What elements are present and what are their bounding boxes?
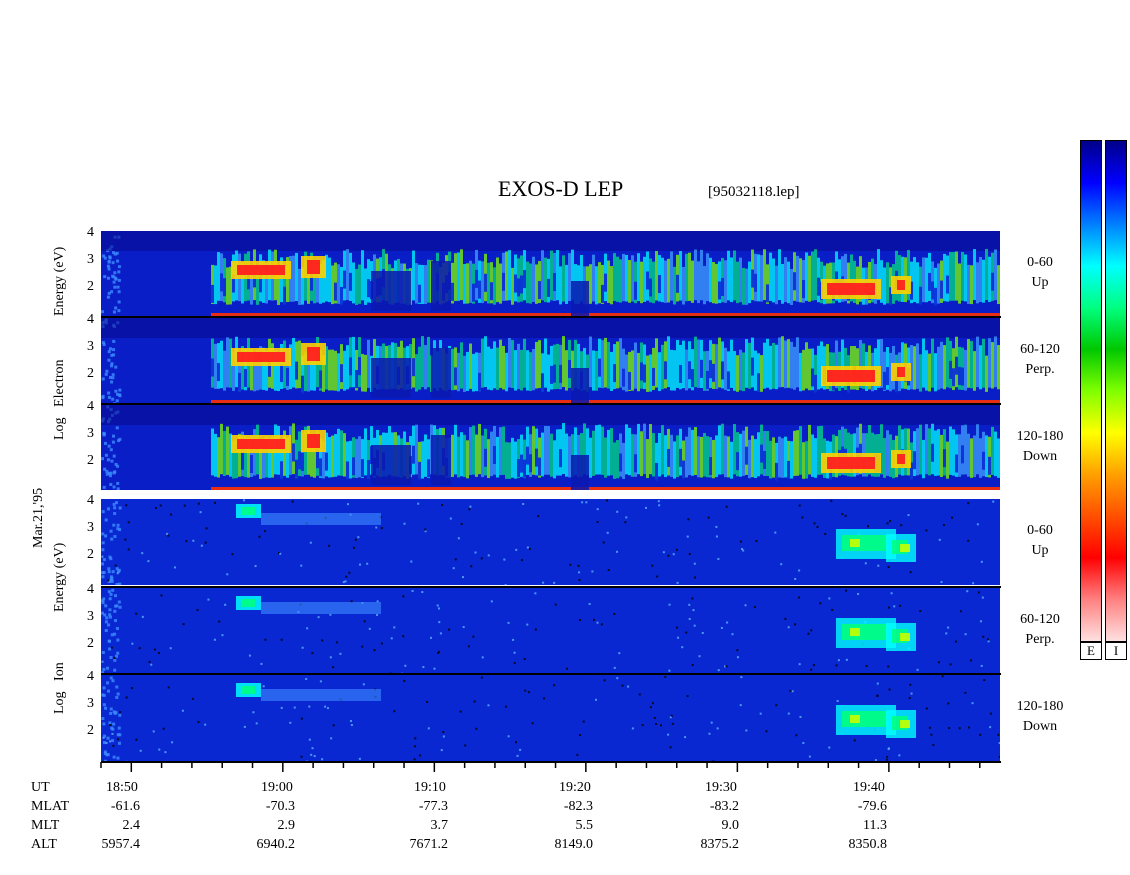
angle-label-5: 120-180 Down (1016, 699, 1064, 734)
y-tick-label: 2 (87, 547, 94, 562)
y-tick-label: 2 (87, 366, 94, 381)
row-value-mlat: -82.3 (563, 799, 593, 814)
row-value-alt: 8149.0 (554, 837, 594, 852)
time-axis (100, 761, 1001, 772)
row-value-alt: 5957.4 (101, 837, 141, 852)
y-tick-label: 3 (87, 609, 94, 624)
row-value-mlt: 11.3 (863, 818, 887, 833)
y-tick-label: 2 (87, 453, 94, 468)
row-value-mlat: -79.6 (857, 799, 887, 814)
y-tick-label: 4 (87, 225, 94, 240)
angle-label-2: 120-180 Down (1016, 429, 1064, 464)
y-tick-label: 3 (87, 696, 94, 711)
spectrogram-panel-electron-0 (101, 231, 1000, 317)
row-value-ut: 19:00 (261, 780, 293, 795)
y-tick-label: 3 (87, 252, 94, 267)
colorbar-ion (1105, 140, 1127, 642)
angle-label-0: 0-60 Up (1027, 255, 1053, 290)
y-tick-label: 2 (87, 636, 94, 651)
panel-divider (101, 586, 1001, 588)
angle-label-1: 60-120 Perp. (1020, 342, 1060, 377)
spectrogram-panel-electron-2 (101, 405, 1000, 491)
row-value-ut: 19:10 (414, 780, 446, 795)
y-tick-label: 2 (87, 279, 94, 294)
row-label-mlat: MLAT (31, 799, 70, 814)
row-value-alt: 7671.2 (409, 837, 449, 852)
ion-energy-label: Energy (eV) (52, 542, 67, 612)
row-value-ut: 19:30 (705, 780, 737, 795)
y-tick-label: 2 (87, 723, 94, 738)
electron-log-label: Log Electron (52, 359, 67, 440)
ion-log-label: Log Ion (52, 662, 67, 714)
group-gap (101, 490, 1001, 499)
row-value-mlat: -61.6 (110, 799, 140, 814)
spectrogram-panel-ion-0 (101, 499, 1000, 585)
row-value-ut: 19:40 (853, 780, 885, 795)
file-name: [95032118.lep] (708, 184, 800, 200)
row-value-mlat: -77.3 (418, 799, 448, 814)
y-tick-label: 3 (87, 339, 94, 354)
row-value-mlt: 3.7 (430, 818, 449, 833)
y-tick-label: 4 (87, 582, 94, 597)
row-value-mlat: -70.3 (265, 799, 295, 814)
row-value-alt: 8350.8 (848, 837, 888, 852)
panel-divider (101, 673, 1001, 675)
row-value-ut: 18:50 (106, 780, 138, 795)
y-tick-label: 4 (87, 493, 94, 508)
row-label-alt: ALT (31, 837, 57, 852)
row-label-mlt: MLT (31, 818, 60, 833)
colorbar-electron-label: E (1080, 642, 1102, 660)
row-value-mlt: 2.4 (122, 818, 141, 833)
colorbar-electron (1080, 140, 1102, 642)
row-value-mlat: -83.2 (709, 799, 739, 814)
panel-divider (101, 316, 1001, 318)
spectrogram-panel-ion-2 (101, 675, 1000, 761)
spectrogram-panel-ion-1 (101, 588, 1000, 674)
row-value-mlt: 5.5 (575, 818, 594, 833)
colorbar-ion-label: I (1105, 642, 1127, 660)
chart-title: EXOS-D LEP (498, 176, 624, 201)
date-label: Mar.21,'95 (31, 487, 46, 548)
row-label-ut: UT (31, 780, 50, 795)
angle-label-4: 60-120 Perp. (1020, 612, 1060, 647)
angle-label-3: 0-60 Up (1027, 523, 1053, 558)
y-tick-label: 3 (87, 426, 94, 441)
y-tick-label: 3 (87, 520, 94, 535)
row-value-alt: 6940.2 (256, 837, 296, 852)
y-tick-label: 4 (87, 399, 94, 414)
row-value-ut: 19:20 (559, 780, 591, 795)
row-value-alt: 8375.2 (700, 837, 740, 852)
row-value-mlt: 9.0 (721, 818, 740, 833)
y-tick-label: 4 (87, 312, 94, 327)
spectrogram-panel-electron-1 (101, 318, 1000, 404)
panel-divider (101, 403, 1001, 405)
electron-energy-label-a: Energy (eV) (52, 246, 67, 316)
y-tick-label: 4 (87, 669, 94, 684)
row-value-mlt: 2.9 (277, 818, 296, 833)
